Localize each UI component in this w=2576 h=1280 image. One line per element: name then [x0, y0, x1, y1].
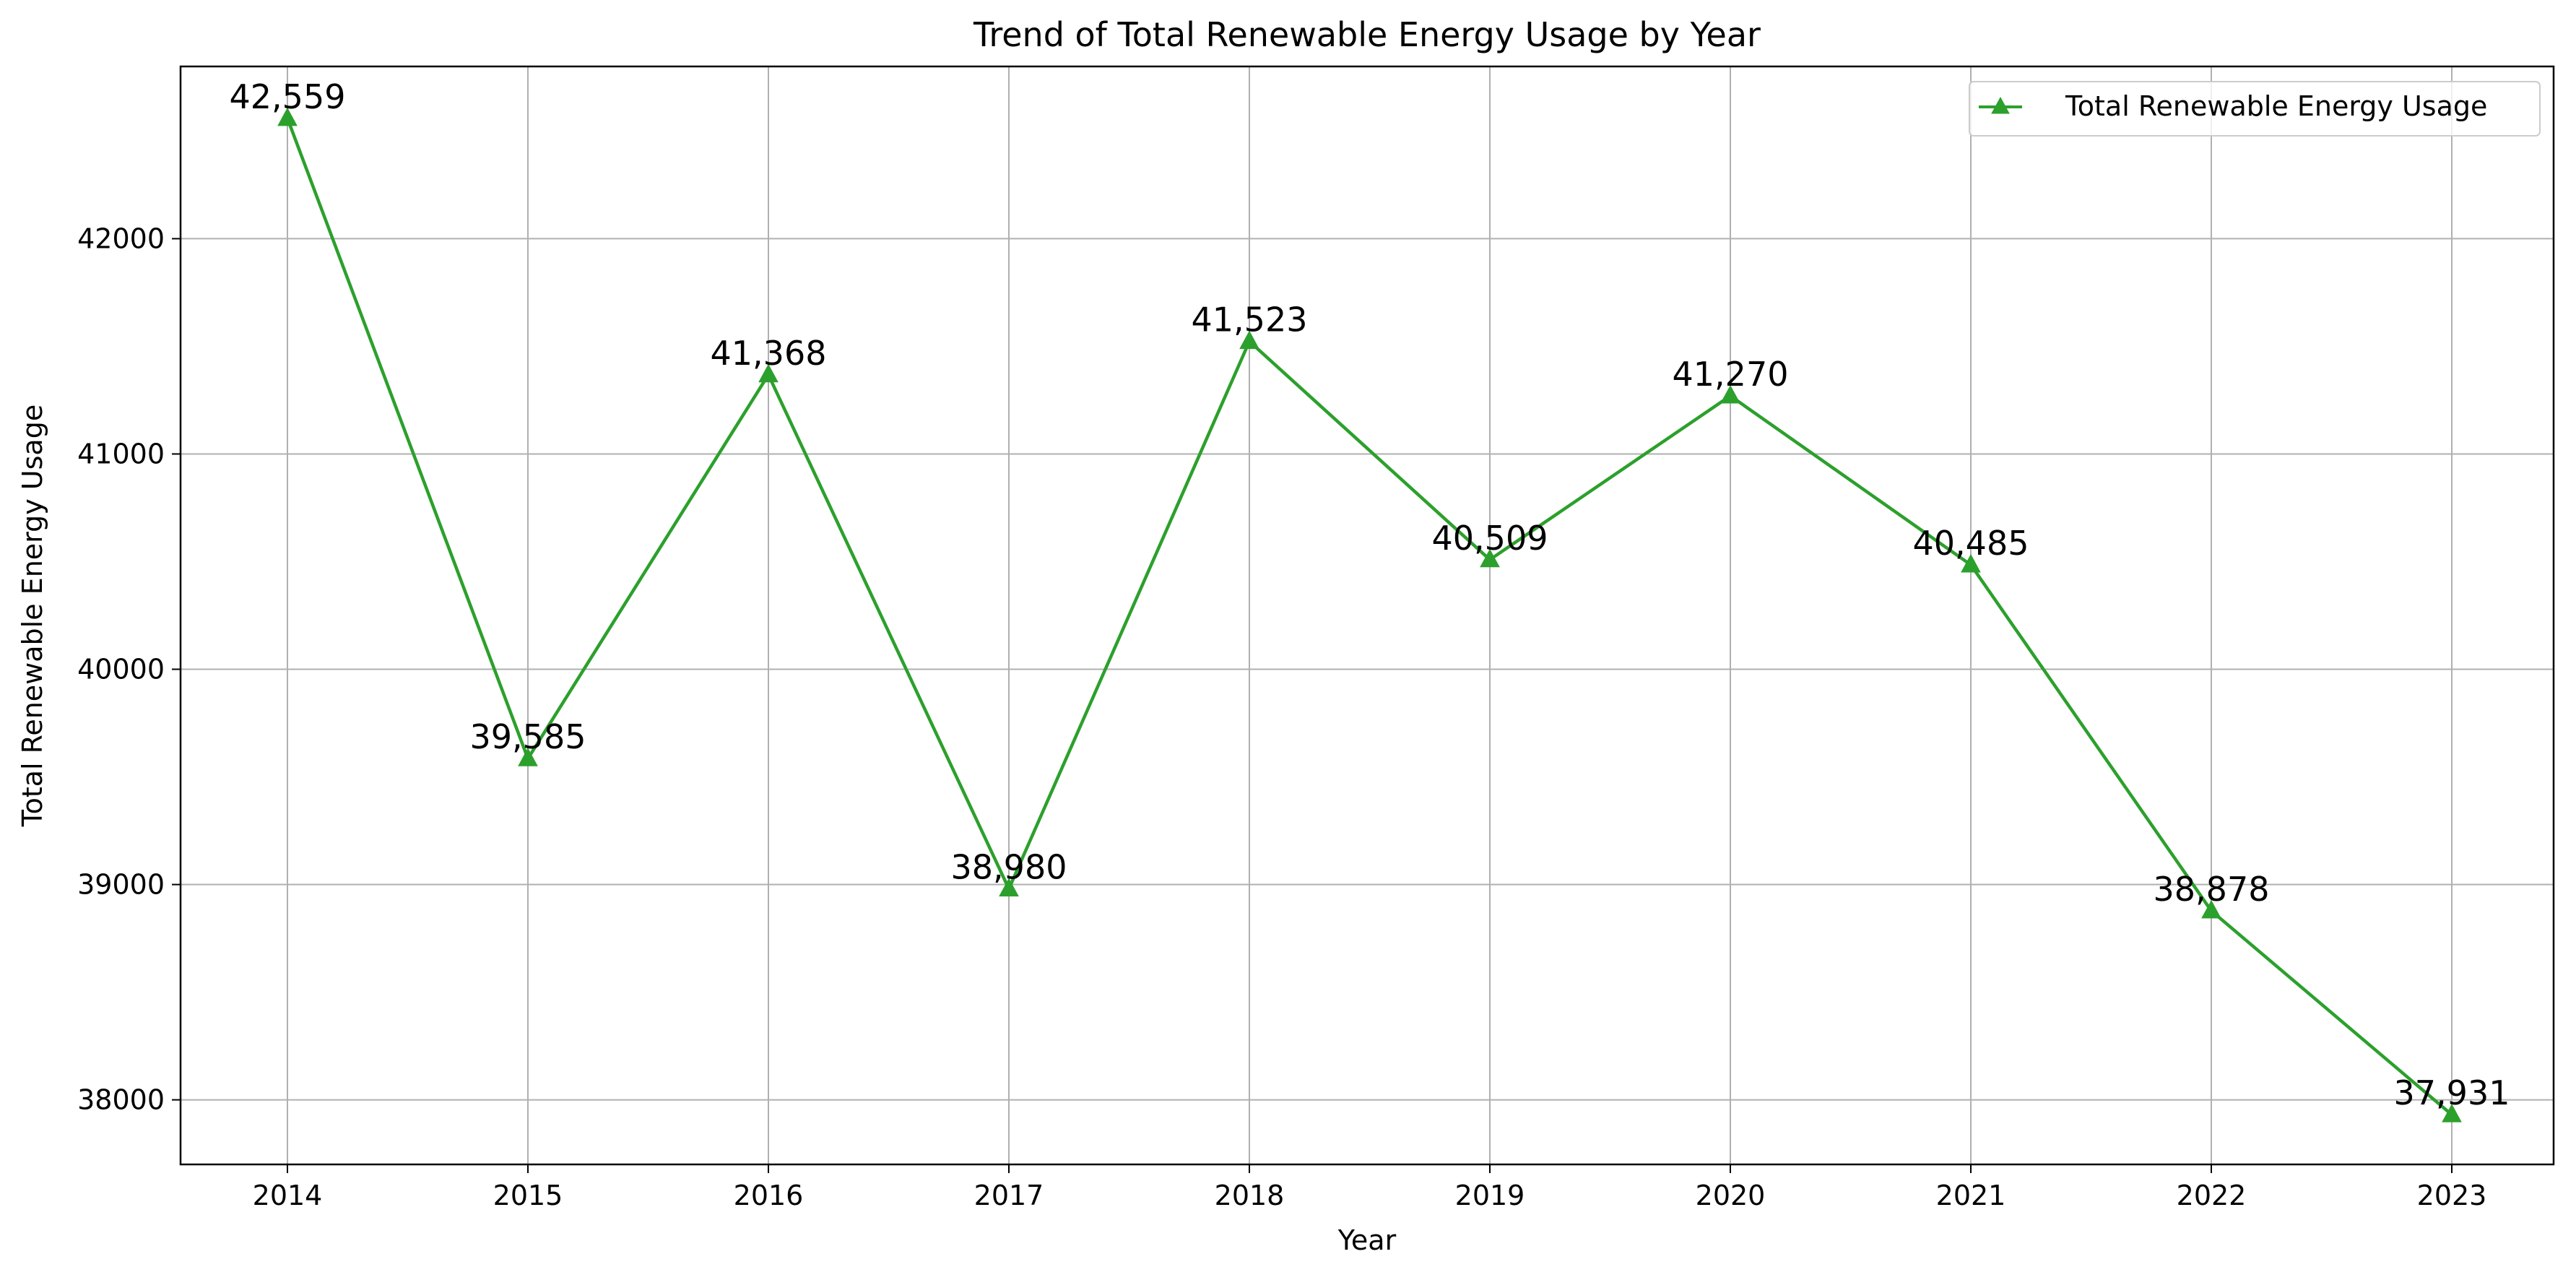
- legend-label: Total Renewable Energy Usage: [2065, 90, 2487, 122]
- y-axis-ticks: 38000 39000 40000 41000 42000: [77, 222, 181, 1116]
- chart-title: Trend of Total Renewable Energy Usage by…: [973, 15, 1761, 54]
- x-tick-label: 2019: [1455, 1180, 1525, 1211]
- x-tick-label: 2021: [1936, 1180, 2006, 1211]
- y-axis-label: Total Renewable Energy Usage: [17, 405, 48, 827]
- series-line-group: [277, 107, 2462, 1123]
- y-tick-label: 38000: [77, 1084, 165, 1116]
- x-tick-label: 2017: [974, 1180, 1044, 1211]
- data-label: 42,559: [230, 77, 346, 116]
- data-label: 41,523: [1192, 300, 1308, 340]
- data-label: 40,509: [1432, 519, 1548, 558]
- plot-area-frame: [179, 65, 2555, 1166]
- data-point-marker: [999, 878, 1019, 897]
- y-tick-label: 41000: [77, 438, 165, 470]
- data-point-marker: [277, 107, 298, 126]
- gridlines: [181, 66, 2554, 1164]
- x-tick-label: 2014: [253, 1180, 323, 1211]
- legend: Total Renewable Energy Usage: [1969, 81, 2541, 137]
- data-point-marker: [1239, 330, 1259, 350]
- data-label: 38,980: [951, 848, 1067, 887]
- x-axis-ticks: 2014 2015 2016 2017 2018 2019 2020 2021 2022 2023: [253, 1164, 2487, 1211]
- data-point-marker: [518, 748, 538, 766]
- y-tick-label: 39000: [77, 869, 165, 901]
- y-tick-label: 40000: [77, 654, 165, 686]
- data-point-marker: [2201, 899, 2221, 919]
- data-label: 41,270: [1673, 355, 1789, 394]
- data-label: 37,931: [2394, 1073, 2510, 1112]
- x-tick-label: 2022: [2177, 1180, 2247, 1211]
- legend-triangle-marker-icon: [1991, 96, 2010, 114]
- data-labels: 42,559 39,585 41,368 38,980 41,523 40,509 41,2…: [230, 77, 2510, 1112]
- data-point-marker: [2442, 1104, 2462, 1123]
- data-label: 40,485: [1913, 524, 2029, 563]
- y-tick-label: 42000: [77, 222, 165, 254]
- data-point-marker: [1480, 548, 1500, 568]
- x-tick-label: 2023: [2417, 1180, 2487, 1211]
- series-line: [285, 118, 2453, 1116]
- x-tick-label: 2016: [734, 1180, 804, 1211]
- data-label: 41,368: [711, 334, 827, 373]
- x-tick-label: 2015: [493, 1180, 563, 1211]
- data-label: 38,878: [2154, 870, 2270, 909]
- x-tick-label: 2018: [1215, 1180, 1285, 1211]
- data-point-marker: [758, 363, 779, 383]
- legend-box: [1969, 81, 2541, 137]
- x-tick-label: 2020: [1696, 1180, 1766, 1211]
- data-label: 39,585: [470, 717, 586, 756]
- data-point-marker: [1720, 384, 1740, 404]
- data-point-marker: [1961, 553, 1981, 573]
- x-axis-label: Year: [1337, 1224, 1397, 1256]
